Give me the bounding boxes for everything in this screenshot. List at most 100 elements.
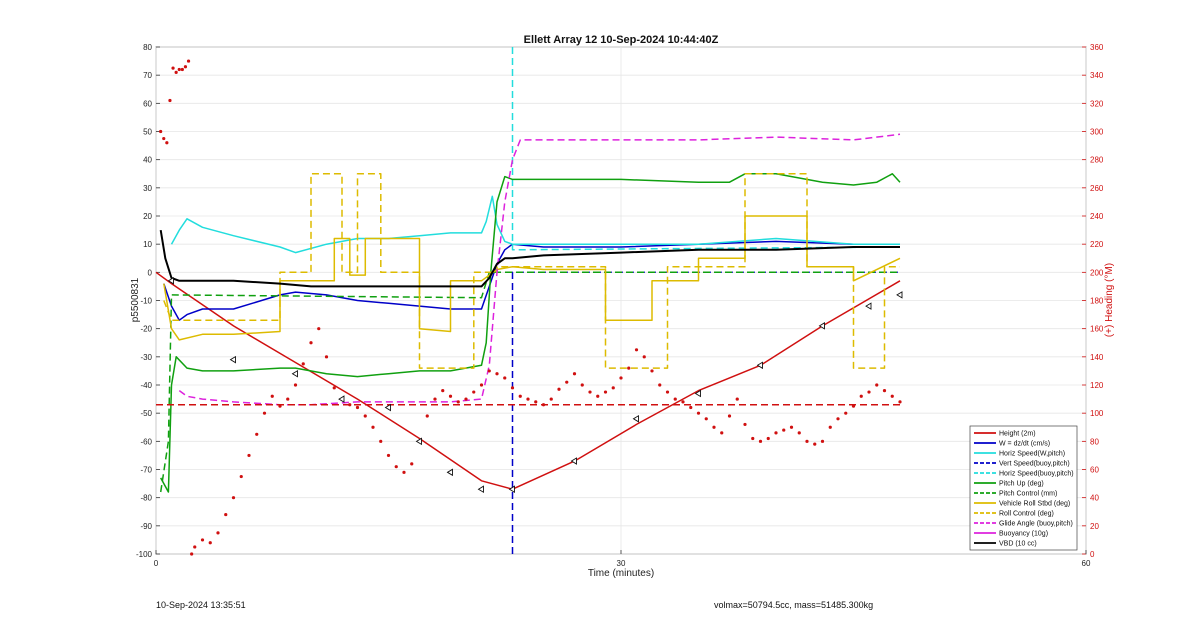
- heading-point: [844, 411, 848, 415]
- y-tick-label: -40: [140, 381, 152, 390]
- y2-tick-label: 300: [1090, 128, 1104, 137]
- heading-point: [293, 383, 298, 387]
- heading-point: [704, 417, 708, 421]
- height-marker: [570, 457, 577, 465]
- x-tick-label: 0: [154, 559, 159, 568]
- legend-label: Buoyancy (10g): [999, 531, 1048, 538]
- series-line-height-2m: [155, 271, 901, 490]
- heading-point: [479, 383, 484, 387]
- left-axis: 80 70 60 50 40 30 20 10 0 -10 -20 -30 -40 -50 -60 -70 -8…: [136, 43, 160, 559]
- series-line-vehicle-roll-stbd-deg: [163, 215, 901, 341]
- y-tick-label: 30: [143, 184, 152, 193]
- heading-point: [487, 369, 491, 373]
- heading-point: [262, 411, 267, 415]
- legend: Height (2m) W = dz/dt (cm/s) Horiz Speed(W…: [969, 425, 1078, 551]
- y2-tick-label: 360: [1090, 43, 1104, 52]
- heading-point: [394, 465, 398, 469]
- legend-box: [969, 425, 1078, 551]
- heading-point: [603, 390, 608, 394]
- y-tick-label: 40: [143, 156, 152, 165]
- y-tick-label: 60: [143, 99, 152, 108]
- y-tick-label: -30: [140, 353, 152, 362]
- x-axis: 0 30 60: [154, 550, 1091, 568]
- heading-point: [174, 70, 178, 74]
- y2-tick-label: 320: [1090, 99, 1104, 108]
- y2-tick-label: 240: [1090, 212, 1104, 221]
- height-marker: [415, 437, 422, 446]
- series-line-vbd-10-cc: [159, 229, 900, 288]
- y2-tick-label: 120: [1090, 381, 1104, 390]
- height-marker: [477, 485, 484, 494]
- y-tick-label: 80: [143, 43, 152, 52]
- heading-point: [766, 436, 770, 441]
- legend-label: Roll Control (deg): [999, 511, 1054, 518]
- y2-axis-label: (+) Heading (°M): [1104, 263, 1115, 337]
- heading-point: [332, 386, 336, 390]
- heading-point: [171, 66, 175, 70]
- heading-point: [441, 389, 445, 393]
- heading-point: [526, 397, 530, 401]
- heading-point: [433, 397, 437, 401]
- y-tick-label: 20: [143, 212, 152, 221]
- y-tick-label: 70: [143, 71, 152, 80]
- legend-label: W = dz/dt (cm/s): [999, 441, 1050, 448]
- heading-point: [758, 439, 763, 443]
- heading-point: [789, 425, 794, 429]
- heading-point: [805, 439, 809, 443]
- heading-point: [774, 431, 778, 435]
- series-line-glide-angle-buoy-pitch: [178, 133, 901, 406]
- heading-point: [193, 545, 197, 549]
- footer-timestamp: 10-Sep-2024 13:35:51: [156, 600, 246, 610]
- heading-point: [216, 531, 220, 535]
- heading-point: [712, 425, 716, 429]
- heading-point: [549, 397, 553, 401]
- heading-point: [875, 383, 879, 387]
- heading-point: [572, 372, 577, 376]
- x-tick-label: 60: [1082, 559, 1091, 568]
- heading-point: [425, 414, 429, 418]
- heading-point: [165, 141, 169, 145]
- y2-tick-label: 40: [1090, 494, 1099, 503]
- heading-point: [836, 417, 840, 421]
- heading-point: [820, 439, 825, 443]
- y2-tick-label: 20: [1090, 522, 1099, 531]
- heading-point: [162, 136, 166, 141]
- y2-tick-label: 60: [1090, 466, 1099, 475]
- y-tick-label: -60: [140, 437, 152, 446]
- chart-title: Ellett Array 12 10-Sep-2024 10:44:40Z: [524, 34, 719, 46]
- heading-point: [456, 400, 460, 404]
- y2-tick-label: 140: [1090, 353, 1104, 362]
- height-marker: [896, 291, 903, 299]
- legend-label: Horiz Speed(buoy,pitch): [999, 471, 1074, 478]
- heading-point: [208, 541, 212, 545]
- heading-point: [255, 432, 259, 436]
- heading-point: [665, 390, 670, 394]
- heading-point: [510, 386, 515, 390]
- heading-point: [541, 403, 546, 407]
- heading-point: [851, 404, 856, 408]
- height-marker: [694, 389, 701, 398]
- heading-point: [464, 397, 468, 401]
- heading-point: [557, 387, 561, 391]
- heading-point: [673, 397, 677, 401]
- y2-tick-label: 200: [1090, 268, 1104, 277]
- heading-point: [247, 453, 251, 458]
- height-marker: [508, 485, 515, 494]
- heading-point: [363, 414, 367, 418]
- heading-point: [355, 405, 360, 410]
- height-marker: [756, 361, 763, 370]
- heading-point: [270, 394, 274, 398]
- series-line-pitch-up-deg: [160, 173, 901, 493]
- height-marker: [338, 395, 345, 403]
- series-group: [155, 47, 901, 554]
- heading-point: [867, 390, 871, 394]
- right-axis: 3603403203002802602402202001801601401201…: [1082, 43, 1104, 559]
- y-tick-label: -10: [140, 297, 152, 306]
- y2-tick-label: 340: [1090, 71, 1104, 80]
- heading-point: [518, 394, 522, 398]
- heading-point: [828, 425, 832, 429]
- heading-point: [317, 327, 321, 331]
- heading-point: [727, 414, 732, 418]
- heading-point: [797, 431, 801, 435]
